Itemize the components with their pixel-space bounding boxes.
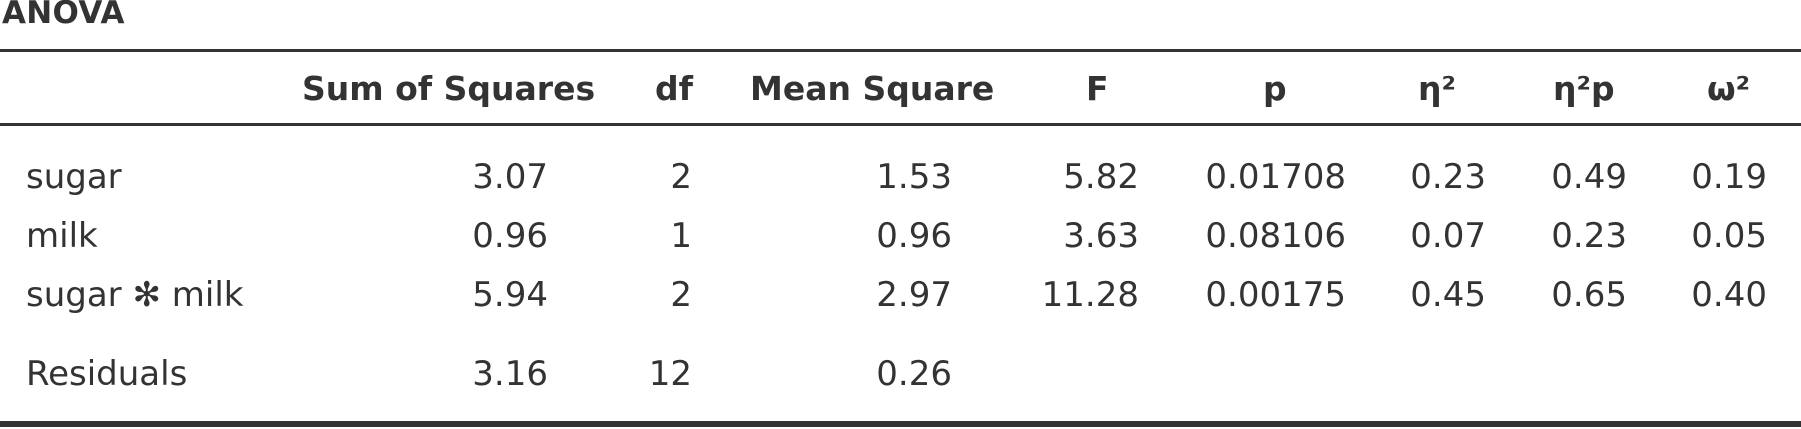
header-eta-squared: η² [1418,69,1456,108]
header-df: df [655,69,693,108]
cell-omega-squared: 0.19 [1691,157,1767,197]
cell-partial-eta-squared: 0.23 [1551,216,1627,256]
row-term: sugar [26,157,122,197]
cell-df: 1 [670,216,692,256]
cell-sum-of-squares: 5.94 [472,275,548,315]
cell-f: 3.63 [1063,216,1139,256]
cell-f: 11.28 [1041,275,1139,315]
cell-f: 5.82 [1063,157,1139,197]
row-term: Residuals [26,354,188,394]
cell-mean-square: 1.53 [876,157,952,197]
cell-df: 2 [670,157,692,197]
header-mean-square: Mean Square [750,69,995,108]
bottom-rule [0,421,1801,427]
cell-p: 0.00175 [1205,275,1346,315]
table-title: ANOVA [2,0,125,31]
header-f: F [1086,69,1109,108]
cell-eta-squared: 0.07 [1410,216,1486,256]
cell-eta-squared: 0.23 [1410,157,1486,197]
header-rule [0,123,1801,126]
cell-p: 0.01708 [1205,157,1346,197]
cell-partial-eta-squared: 0.65 [1551,275,1627,315]
cell-eta-squared: 0.45 [1410,275,1486,315]
cell-df: 12 [648,354,692,394]
cell-omega-squared: 0.40 [1691,275,1767,315]
cell-df: 2 [670,275,692,315]
header-p: p [1263,69,1287,108]
cell-sum-of-squares: 3.07 [472,157,548,197]
cell-mean-square: 2.97 [876,275,952,315]
top-rule [0,49,1801,52]
row-term: milk [26,216,98,256]
cell-mean-square: 0.96 [876,216,952,256]
cell-sum-of-squares: 0.96 [472,216,548,256]
cell-omega-squared: 0.05 [1691,216,1767,256]
header-sum-of-squares: Sum of Squares [302,69,596,108]
header-partial-eta-squared: η²p [1553,69,1615,108]
cell-p: 0.08106 [1205,216,1346,256]
cell-partial-eta-squared: 0.49 [1551,157,1627,197]
cell-mean-square: 0.26 [876,354,952,394]
header-omega-squared: ω² [1707,69,1751,108]
cell-sum-of-squares: 3.16 [472,354,548,394]
row-term: sugar ✻ milk [26,275,244,315]
